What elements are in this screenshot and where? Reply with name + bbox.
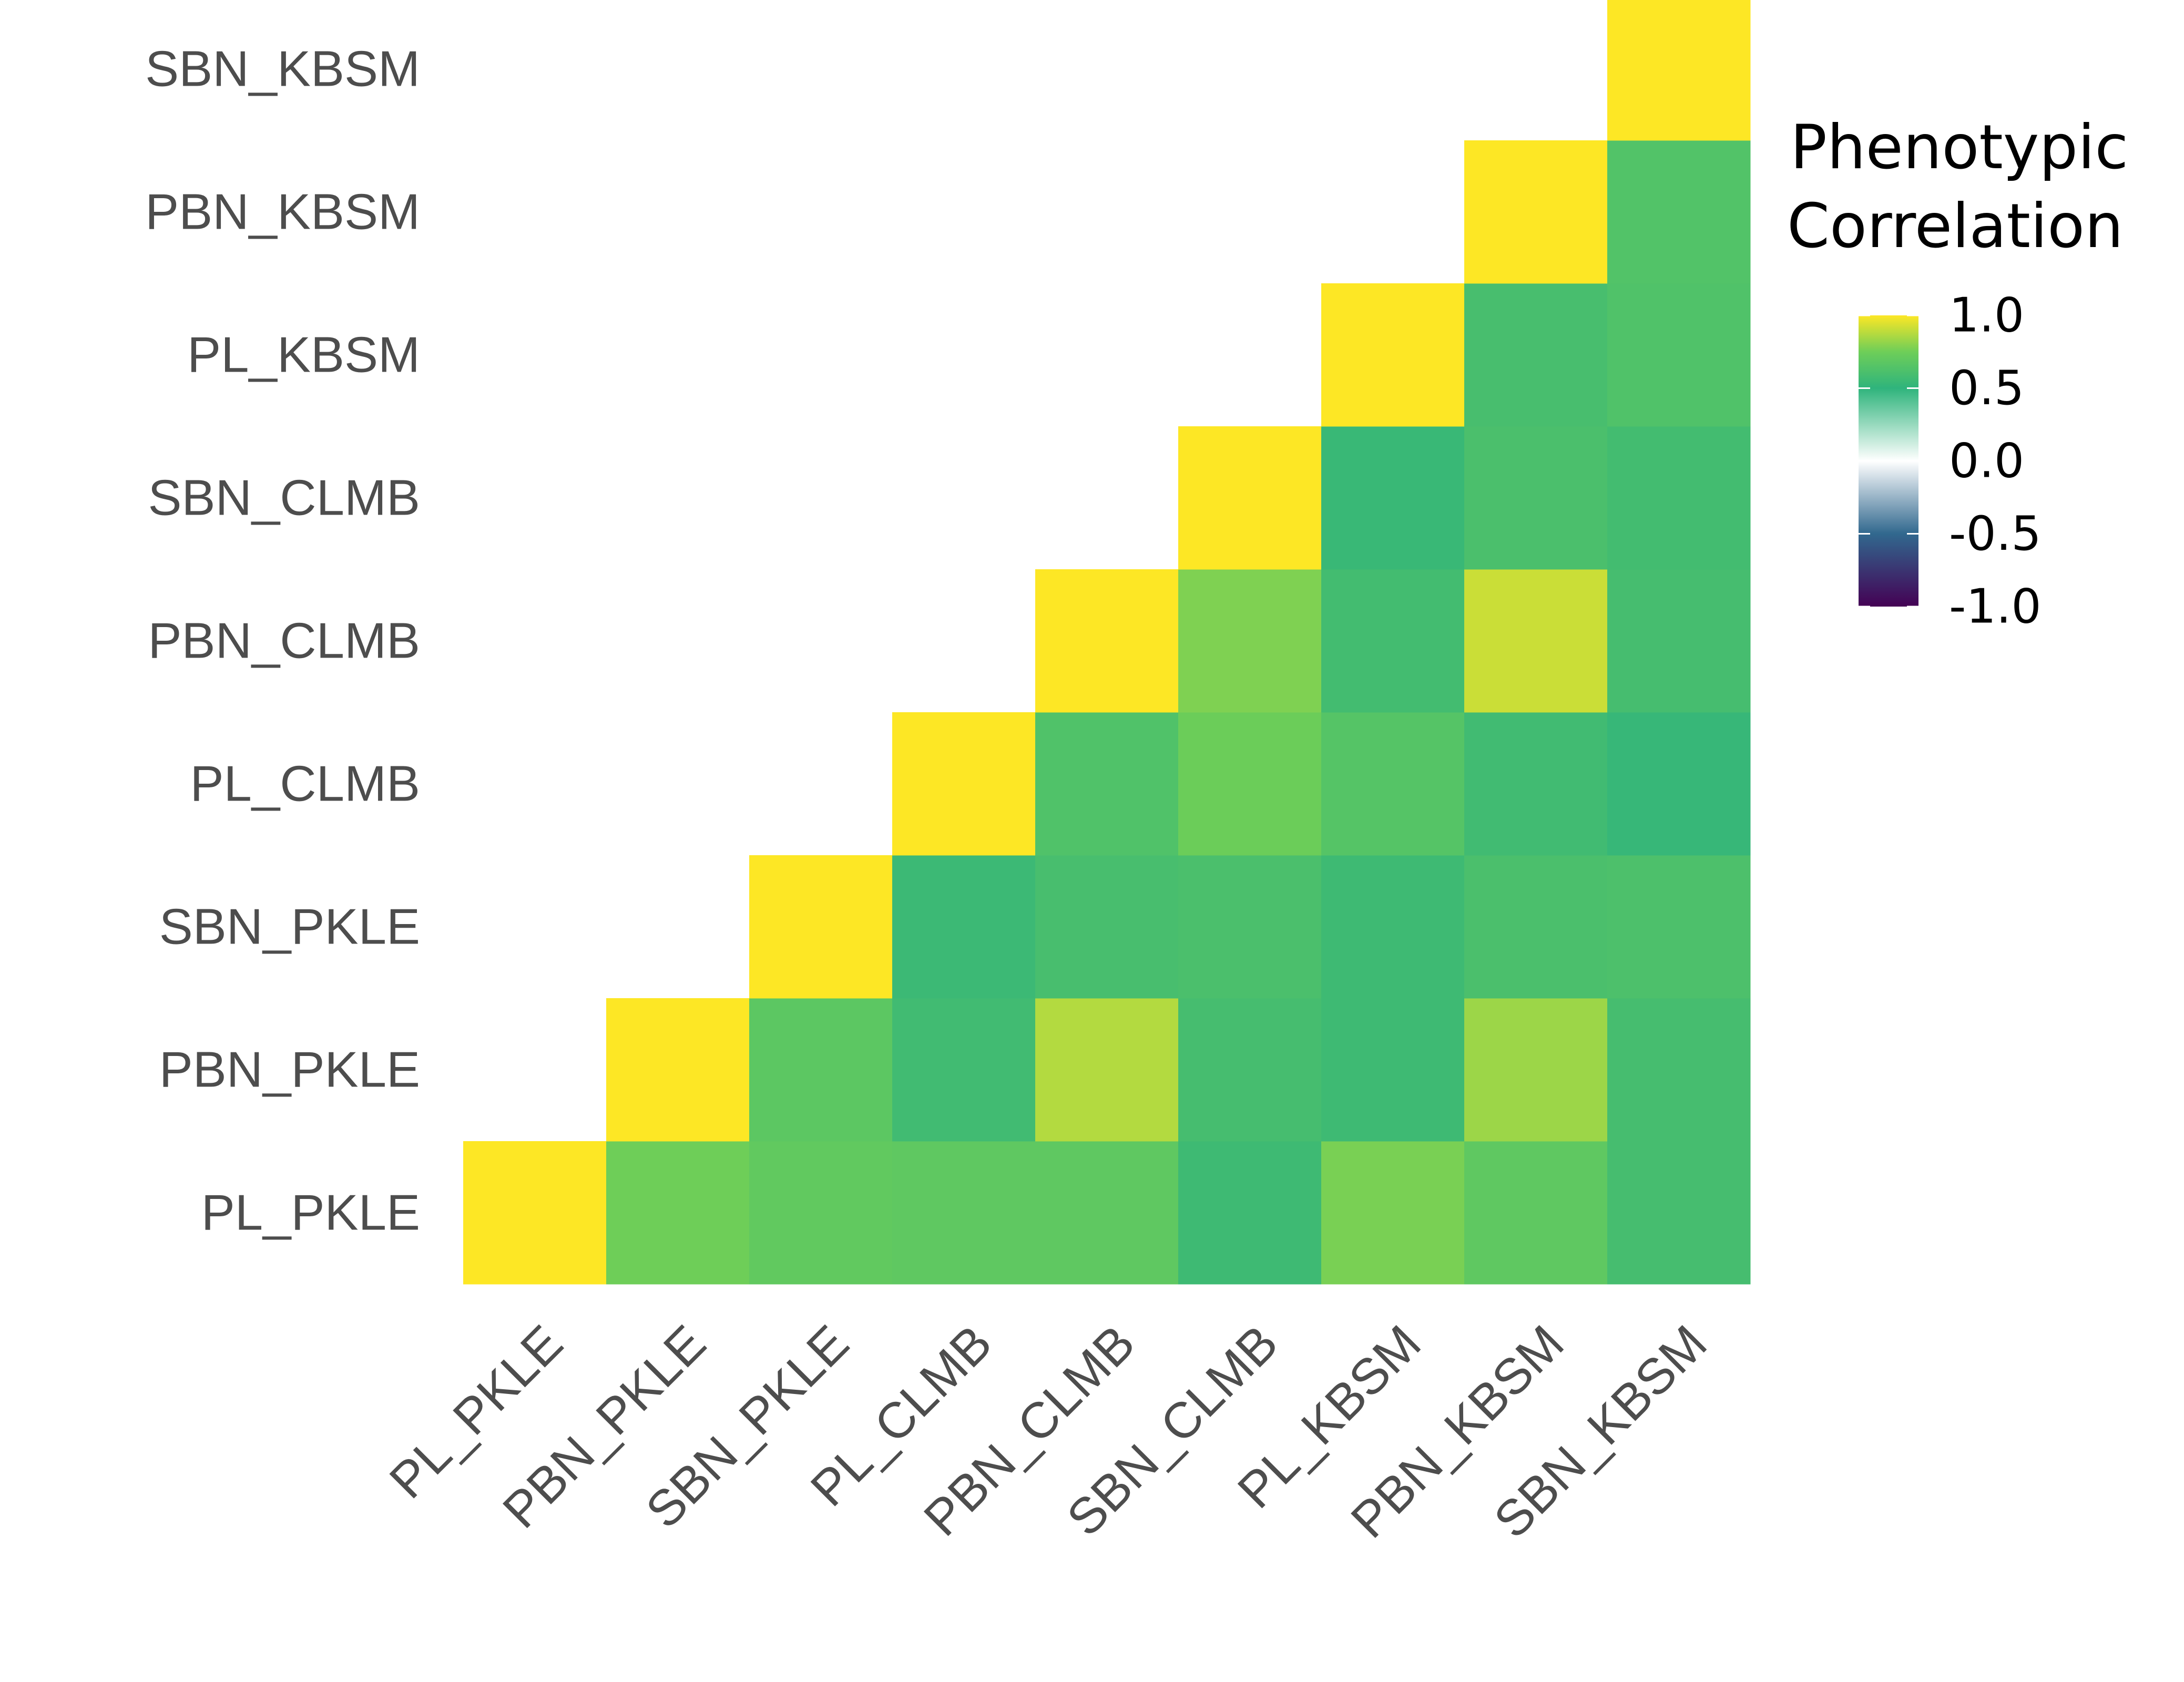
legend-ticks: 1.0 0.5 0.0 -0.5 -1.0 bbox=[1859, 288, 2042, 634]
y-tick-label-pbn_kbsm: PBN_KBSM bbox=[145, 184, 420, 240]
legend-tick-label: 1.0 bbox=[1949, 288, 2024, 343]
legend-title-line-2: Correlation bbox=[1787, 191, 2124, 262]
heatmap-cell-sbn_clmb-pl_pkle bbox=[1178, 1141, 1322, 1285]
y-tick-label-pl_clmb: PL_CLMB bbox=[190, 756, 420, 812]
y-axis-tick-labels: PL_PKLE PBN_PKLE SBN_PKLE PL_CLMB PBN_CLMB SB… bbox=[145, 41, 420, 1241]
y-tick-label-pbn_pkle: PBN_PKLE bbox=[159, 1042, 420, 1098]
heatmap-cell-sbn_kbsm-sbn_clmb bbox=[1607, 426, 1751, 570]
heatmap-cell-sbn_kbsm-pl_clmb bbox=[1607, 712, 1751, 856]
heatmap-cell-pl_pkle-pl_pkle bbox=[463, 1141, 607, 1285]
y-tick-label-pbn_clmb: PBN_CLMB bbox=[148, 613, 421, 669]
heatmap-cell-sbn_kbsm-pbn_clmb bbox=[1607, 569, 1751, 713]
legend-tick-label: 0.0 bbox=[1949, 434, 2024, 489]
heatmap-cell-pl_kbsm-pbn_pkle bbox=[1321, 998, 1465, 1142]
heatmap-cell-sbn_kbsm-pl_pkle bbox=[1607, 1141, 1751, 1285]
heatmap-cell-pl_kbsm-pl_pkle bbox=[1321, 1141, 1465, 1285]
color-legend: Phenotypic Correlation 1.0 0.5 0.0 -0.5 -1.0 bbox=[1787, 112, 2128, 634]
heatmap-cell-sbn_clmb-pl_clmb bbox=[1178, 712, 1322, 856]
heatmap-cell-pbn_kbsm-sbn_pkle bbox=[1464, 855, 1608, 999]
y-tick-label-pl_pkle: PL_PKLE bbox=[201, 1185, 420, 1241]
heatmap-cell-sbn_kbsm-pl_kbsm bbox=[1607, 283, 1751, 427]
heatmap-cell-sbn_kbsm-pbn_pkle bbox=[1607, 998, 1751, 1142]
heatmap-cell-pbn_kbsm-pbn_pkle bbox=[1464, 998, 1608, 1142]
heatmap-cell-sbn_clmb-sbn_pkle bbox=[1178, 855, 1322, 999]
heatmap-cell-sbn_clmb-sbn_clmb bbox=[1178, 426, 1322, 570]
y-tick-label-sbn_kbsm: SBN_KBSM bbox=[145, 41, 420, 97]
heatmap-cell-pbn_pkle-pbn_pkle bbox=[606, 998, 750, 1142]
heatmap-cell-pbn_kbsm-pbn_clmb bbox=[1464, 569, 1608, 713]
heatmap-cell-pbn_kbsm-pl_clmb bbox=[1464, 712, 1608, 856]
legend-title-line-1: Phenotypic bbox=[1790, 112, 2128, 183]
y-tick-label-sbn_clmb: SBN_CLMB bbox=[148, 470, 421, 526]
heatmap-cell-pbn_pkle-pl_pkle bbox=[606, 1141, 750, 1285]
legend-tick-label: -0.5 bbox=[1949, 506, 2042, 561]
heatmap-cell-pl_kbsm-sbn_pkle bbox=[1321, 855, 1465, 999]
heatmap-cell-pl_kbsm-pl_kbsm bbox=[1321, 283, 1465, 427]
legend-tick-label: -1.0 bbox=[1949, 579, 2042, 634]
heatmap-cell-sbn_kbsm-pbn_kbsm bbox=[1607, 140, 1751, 284]
legend-tick-label: 0.5 bbox=[1949, 361, 2024, 416]
x-axis-tick-labels: PL_PKLEPBN_PKLESBN_PKLEPL_CLMBPBN_CLMBSB… bbox=[379, 1315, 1718, 1548]
heatmap-cell-pl_clmb-pbn_pkle bbox=[892, 998, 1036, 1142]
heatmap-cell-pl_kbsm-pl_clmb bbox=[1321, 712, 1465, 856]
heatmap-cell-pl_kbsm-pbn_clmb bbox=[1321, 569, 1465, 713]
heatmap-cells bbox=[463, 0, 1751, 1285]
heatmap-cell-pbn_clmb-pbn_pkle bbox=[1035, 998, 1179, 1142]
heatmap-cell-sbn_pkle-pl_pkle bbox=[749, 1141, 893, 1285]
heatmap-cell-pl_clmb-pl_clmb bbox=[892, 712, 1036, 856]
heatmap-cell-sbn_pkle-sbn_pkle bbox=[749, 855, 893, 999]
heatmap-cell-pbn_clmb-pbn_clmb bbox=[1035, 569, 1179, 713]
heatmap-cell-sbn_kbsm-sbn_pkle bbox=[1607, 855, 1751, 999]
heatmap-cell-sbn_clmb-pbn_clmb bbox=[1178, 569, 1322, 713]
heatmap-cell-pbn_kbsm-sbn_clmb bbox=[1464, 426, 1608, 570]
heatmap-cell-pl_clmb-pl_pkle bbox=[892, 1141, 1036, 1285]
heatmap-cell-sbn_clmb-pbn_pkle bbox=[1178, 998, 1322, 1142]
heatmap-cell-sbn_pkle-pbn_pkle bbox=[749, 998, 893, 1142]
heatmap-cell-pbn_kbsm-pl_kbsm bbox=[1464, 283, 1608, 427]
heatmap-cell-pbn_clmb-sbn_pkle bbox=[1035, 855, 1179, 999]
heatmap-cell-pbn_clmb-pl_pkle bbox=[1035, 1141, 1179, 1285]
heatmap-cell-pbn_kbsm-pbn_kbsm bbox=[1464, 140, 1608, 284]
heatmap-cell-pbn_kbsm-pl_pkle bbox=[1464, 1141, 1608, 1285]
heatmap-cell-pl_clmb-sbn_pkle bbox=[892, 855, 1036, 999]
heatmap-cell-pl_kbsm-sbn_clmb bbox=[1321, 426, 1465, 570]
heatmap-cell-pbn_clmb-pl_clmb bbox=[1035, 712, 1179, 856]
y-tick-label-pl_kbsm: PL_KBSM bbox=[187, 327, 420, 383]
y-tick-label-sbn_pkle: SBN_PKLE bbox=[159, 899, 420, 955]
heatmap-cell-sbn_kbsm-sbn_kbsm bbox=[1607, 0, 1751, 141]
